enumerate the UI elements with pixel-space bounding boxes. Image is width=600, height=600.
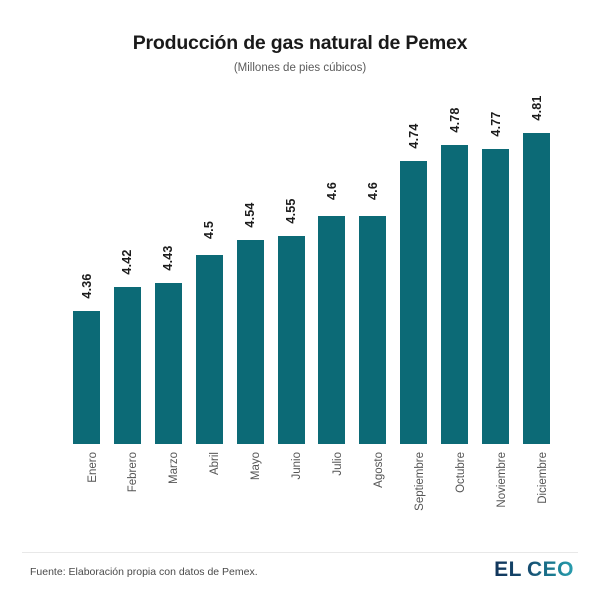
bar[interactable] bbox=[523, 133, 550, 444]
bar[interactable] bbox=[154, 283, 182, 444]
bar-value-label: 4.55 bbox=[284, 198, 299, 224]
bar-value-label: 4.6 bbox=[324, 181, 339, 200]
bar[interactable] bbox=[441, 144, 469, 444]
footer-divider bbox=[22, 552, 578, 553]
bar-group: 4.6 Agosto bbox=[359, 182, 387, 488]
bar-value-label: 4.43 bbox=[161, 245, 176, 271]
source-note: Fuente: Elaboración propia con datos de … bbox=[30, 566, 258, 578]
bar-value-label: 4.77 bbox=[488, 111, 503, 137]
chart-subtitle: (Millones de pies cúbicos) bbox=[233, 62, 367, 75]
bar-category-label: Octubre bbox=[454, 452, 467, 493]
brand-logo-el: EL bbox=[494, 558, 522, 581]
bar-group: 4.77 Noviembre bbox=[482, 111, 510, 508]
chart-header: Producción de gas natural de Pemex (Mill… bbox=[0, 0, 600, 76]
bar-group: 4.78 Octubre bbox=[441, 107, 469, 493]
bar-category-label: Febrero bbox=[127, 452, 140, 493]
bar-value-label: 4.74 bbox=[406, 123, 421, 149]
brand-logo-ceo: CEO bbox=[526, 558, 574, 581]
bar-group: 4.5 Abril bbox=[195, 221, 223, 475]
bar[interactable] bbox=[113, 287, 141, 444]
bar-category-label: Enero bbox=[86, 452, 99, 483]
bar-category-label: Julio bbox=[331, 452, 344, 476]
page-title: Producción de gas natural de Pemex bbox=[132, 32, 468, 54]
bar-category-label: Agosto bbox=[372, 452, 385, 488]
bar-group: 4.81 Diciembre bbox=[523, 95, 550, 504]
bar[interactable] bbox=[318, 215, 346, 444]
bar-category-label: Diciembre bbox=[536, 452, 549, 504]
bar-group: 4.6 Julio bbox=[318, 182, 346, 476]
bar[interactable] bbox=[195, 255, 223, 444]
bar-group: 4.42 Febrero bbox=[113, 249, 141, 492]
bar-value-label: 4.78 bbox=[447, 107, 462, 133]
bar-category-label: Junio bbox=[291, 452, 304, 480]
bar[interactable] bbox=[236, 239, 264, 444]
bar-value-label: 4.54 bbox=[243, 202, 258, 228]
chart-footer: Fuente: Elaboración propia con datos de … bbox=[0, 552, 600, 600]
bar-category-label: Abril bbox=[209, 452, 222, 476]
bar[interactable] bbox=[400, 160, 428, 444]
bar-group: 4.36 Enero bbox=[73, 273, 100, 483]
brand-logo: EL CEO bbox=[494, 559, 574, 580]
bar-category-label: Septiembre bbox=[413, 452, 426, 511]
bar-group: 4.55 Junio bbox=[277, 198, 305, 480]
bar-value-label: 4.81 bbox=[529, 95, 544, 121]
bar-value-label: 4.42 bbox=[120, 249, 135, 275]
bar-category-label: Marzo bbox=[168, 452, 181, 484]
bar-group: 4.54 Mayo bbox=[236, 202, 264, 480]
bar-value-label: 4.5 bbox=[202, 221, 217, 240]
bar[interactable] bbox=[359, 215, 387, 444]
bar[interactable] bbox=[482, 148, 510, 444]
bar-category-label: Noviembre bbox=[495, 452, 508, 508]
bar[interactable] bbox=[277, 235, 305, 444]
bar-category-label: Mayo bbox=[250, 452, 263, 481]
bar-value-label: 4.36 bbox=[79, 273, 94, 299]
bar[interactable] bbox=[73, 310, 100, 444]
bar-value-label: 4.6 bbox=[365, 181, 380, 200]
bar-group: 4.43 Marzo bbox=[154, 246, 182, 484]
bar-group: 4.74 Septiembre bbox=[400, 123, 428, 511]
